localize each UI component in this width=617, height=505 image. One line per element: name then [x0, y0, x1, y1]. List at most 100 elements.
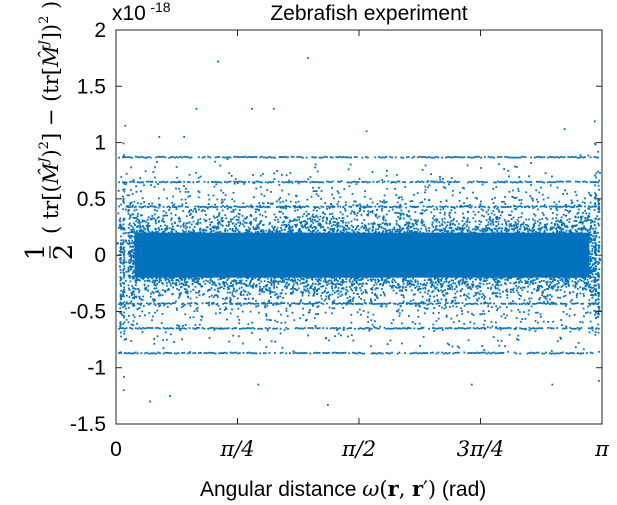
data-point [550, 222, 553, 224]
data-point [258, 227, 260, 230]
data-point [456, 290, 458, 293]
data-point [522, 223, 525, 226]
data-point [132, 265, 134, 268]
data-point [268, 223, 271, 225]
data-point [517, 220, 520, 223]
data-point [246, 216, 248, 218]
data-point [433, 229, 436, 232]
data-point [211, 221, 213, 223]
data-point [254, 211, 257, 213]
data-point [561, 280, 564, 283]
data-point [532, 229, 534, 232]
data-point [534, 282, 537, 284]
data-point [528, 300, 531, 303]
data-point [304, 285, 307, 288]
data-point [151, 290, 154, 293]
data-point [379, 294, 382, 296]
data-point [253, 218, 255, 221]
data-point [549, 298, 551, 301]
data-point [141, 219, 144, 222]
data-point [135, 279, 137, 282]
data-point [249, 293, 251, 295]
data-point [587, 207, 590, 210]
data-point [588, 212, 591, 215]
data-point [372, 278, 375, 281]
data-point [273, 281, 276, 284]
data-point [589, 260, 592, 263]
data-point [423, 210, 426, 212]
data-point [318, 278, 321, 280]
data-point [260, 288, 262, 291]
data-point [184, 224, 187, 227]
data-point [169, 282, 172, 285]
data-point [528, 283, 531, 286]
data-point [331, 283, 334, 286]
data-point [319, 225, 322, 228]
data-point [203, 228, 206, 231]
data-point [317, 283, 320, 286]
data-point [422, 220, 425, 223]
data-point [471, 280, 474, 283]
data-point [424, 284, 427, 286]
data-point [245, 284, 247, 287]
data-point [196, 277, 199, 280]
data-point [291, 231, 293, 234]
data-point [169, 206, 171, 209]
data-point [235, 281, 238, 284]
data-point [248, 283, 251, 286]
data-point [522, 221, 525, 224]
data-point [354, 287, 356, 289]
data-point [497, 284, 500, 287]
data-point [479, 229, 482, 232]
data-point [543, 279, 545, 282]
data-point [404, 224, 406, 226]
data-point [556, 223, 559, 226]
data-point [468, 226, 470, 229]
data-point [576, 282, 579, 285]
data-point [287, 193, 290, 196]
data-point [429, 282, 432, 284]
data-point [426, 307, 429, 310]
data-point [228, 223, 230, 226]
data-point [391, 228, 394, 231]
data-point [245, 217, 248, 220]
data-point [213, 288, 216, 291]
data-point [148, 231, 151, 233]
data-point [517, 216, 520, 219]
data-point [408, 221, 410, 224]
data-point [363, 301, 366, 304]
data-point [392, 284, 394, 287]
data-point [131, 242, 133, 244]
data-point [384, 230, 387, 233]
data-point [452, 282, 455, 285]
data-point [294, 224, 296, 226]
data-point [391, 285, 393, 288]
data-point [240, 286, 243, 289]
data-point [279, 292, 282, 295]
data-point [496, 218, 498, 220]
data-point [445, 306, 447, 309]
data-point [197, 280, 200, 283]
data-point [508, 228, 510, 231]
data-point [147, 216, 150, 219]
data-point [182, 210, 185, 212]
data-point [153, 287, 156, 290]
data-point [471, 286, 474, 288]
data-point [242, 202, 245, 205]
data-point [383, 280, 386, 283]
data-point [590, 224, 593, 227]
data-point [515, 284, 517, 287]
data-point [288, 283, 290, 286]
data-point [248, 222, 251, 225]
data-point [259, 285, 261, 288]
data-point [584, 209, 586, 212]
data-point [297, 287, 300, 290]
data-point [330, 279, 333, 282]
data-point [409, 200, 412, 203]
data-point [467, 283, 469, 285]
data-point [269, 222, 271, 224]
data-point [263, 280, 266, 282]
data-point [579, 220, 582, 222]
data-point [223, 287, 225, 290]
data-point [293, 218, 296, 221]
